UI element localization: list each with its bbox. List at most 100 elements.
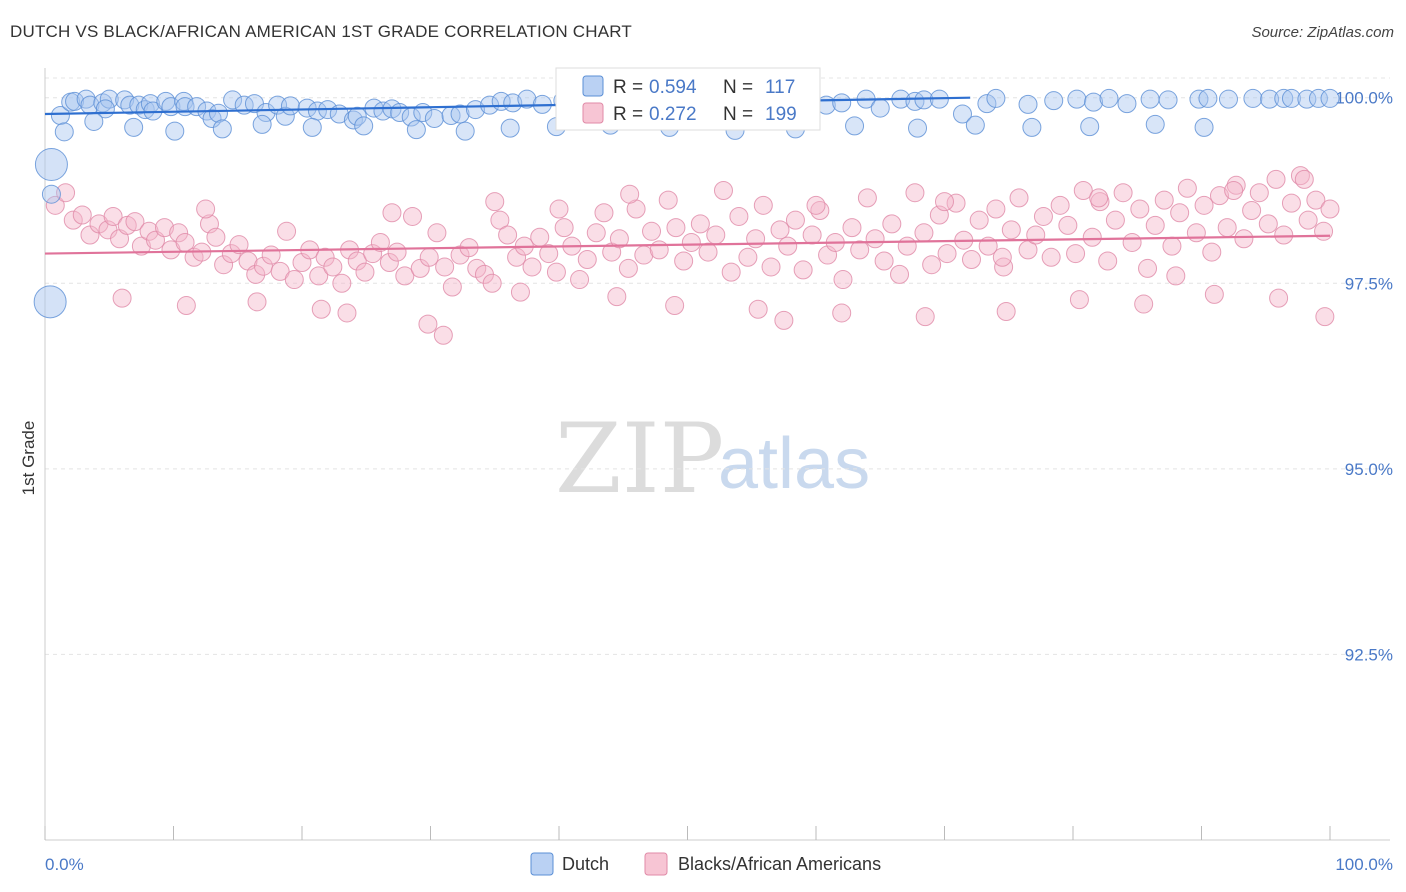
- black-point: [309, 266, 329, 286]
- dutch-point: [1218, 89, 1238, 109]
- black-point: [935, 192, 954, 212]
- black-point: [774, 310, 794, 330]
- dutch-point: [503, 93, 523, 113]
- stats-r-value-dutch: 0.594: [649, 77, 697, 98]
- dutch-point: [343, 110, 363, 130]
- black-point: [810, 201, 830, 221]
- dutch-point: [1320, 88, 1340, 108]
- black-point: [996, 301, 1016, 321]
- black-point: [665, 296, 685, 316]
- dutch-point-large: [34, 148, 68, 181]
- black-point: [382, 203, 402, 223]
- legend-swatch-black: [644, 852, 668, 876]
- dutch-point: [450, 104, 470, 124]
- black-point: [347, 251, 367, 271]
- black-point: [206, 227, 226, 247]
- black-point: [1170, 203, 1190, 223]
- black-point: [337, 303, 357, 323]
- dutch-point: [208, 103, 228, 123]
- black-point: [103, 206, 123, 226]
- stats-r-value-black: 0.272: [649, 104, 697, 125]
- black-point: [1204, 284, 1224, 304]
- black-point: [1058, 215, 1078, 235]
- black-point: [270, 261, 290, 281]
- black-point: [806, 195, 826, 215]
- black-point: [857, 188, 877, 208]
- black-point: [1177, 178, 1197, 198]
- black-point: [698, 242, 718, 262]
- black-point: [994, 257, 1014, 277]
- black-point: [418, 314, 438, 334]
- black-point: [1209, 186, 1229, 206]
- black-point: [658, 190, 678, 210]
- black-point: [433, 325, 453, 345]
- black-point: [549, 199, 569, 219]
- black-point: [395, 266, 415, 286]
- dutch-point: [1281, 88, 1301, 108]
- black-point: [770, 220, 790, 240]
- black-point: [539, 244, 559, 264]
- dutch-point: [1194, 117, 1214, 137]
- dutch-point: [1274, 88, 1294, 108]
- black-point: [897, 236, 917, 256]
- black-point: [1274, 225, 1294, 245]
- black-point: [1249, 183, 1269, 203]
- black-point: [1234, 229, 1254, 249]
- stats-n-value-dutch: 117: [765, 77, 795, 98]
- black-point: [176, 296, 196, 316]
- black-point: [785, 210, 805, 230]
- black-point: [311, 299, 331, 319]
- black-point: [570, 270, 590, 290]
- watermark-atlas: atlas: [718, 424, 870, 504]
- black-point: [125, 212, 145, 232]
- black-point: [1001, 220, 1021, 240]
- black-point: [554, 218, 574, 238]
- dutch-point: [1018, 94, 1038, 114]
- black-point: [63, 210, 83, 230]
- series-blacks-african-americans: [45, 166, 1340, 345]
- dutch-point: [965, 115, 985, 135]
- black-point: [1269, 288, 1289, 308]
- black-point: [618, 258, 638, 278]
- black-point: [1073, 180, 1093, 200]
- black-point: [442, 277, 462, 297]
- black-point: [594, 203, 614, 223]
- dutch-point: [517, 89, 537, 109]
- dutch-point: [1140, 89, 1160, 109]
- dutch-point: [50, 106, 70, 126]
- black-point: [332, 273, 352, 293]
- black-point: [620, 184, 640, 204]
- dutch-point: [256, 103, 276, 123]
- source-label: Source: ZipAtlas.com: [1251, 24, 1394, 41]
- y-tick-label: 100.0%: [1335, 89, 1393, 108]
- axes: 92.5% 95.0% 97.5% 100.0% 0.0% 100.0%: [44, 68, 1393, 874]
- dutch-point: [1260, 89, 1280, 109]
- dutch-point: [354, 116, 374, 136]
- black-point: [507, 247, 527, 267]
- black-point: [607, 287, 627, 307]
- black-point: [1089, 188, 1109, 208]
- black-point: [169, 223, 189, 243]
- black-point: [56, 183, 76, 203]
- black-point: [1154, 190, 1174, 210]
- stats-n-value-black: 199: [765, 104, 797, 125]
- black-point: [802, 225, 822, 245]
- dutch-point: [832, 93, 852, 113]
- dutch-point-large: [33, 285, 67, 319]
- dutch-point: [347, 106, 367, 126]
- black-point: [1281, 193, 1301, 213]
- dutch-point: [1099, 88, 1119, 108]
- black-point: [1069, 290, 1089, 310]
- x-tick-label-min: 0.0%: [45, 855, 84, 874]
- black-point: [323, 257, 343, 277]
- black-point: [1166, 266, 1186, 286]
- dutch-point: [115, 90, 135, 110]
- black-point: [1306, 190, 1326, 210]
- black-point: [890, 264, 910, 284]
- black-point: [403, 206, 423, 226]
- dutch-point: [455, 121, 475, 141]
- black-point: [753, 195, 773, 215]
- black-point: [1041, 247, 1061, 267]
- dutch-point: [908, 118, 928, 138]
- black-point: [1224, 180, 1244, 200]
